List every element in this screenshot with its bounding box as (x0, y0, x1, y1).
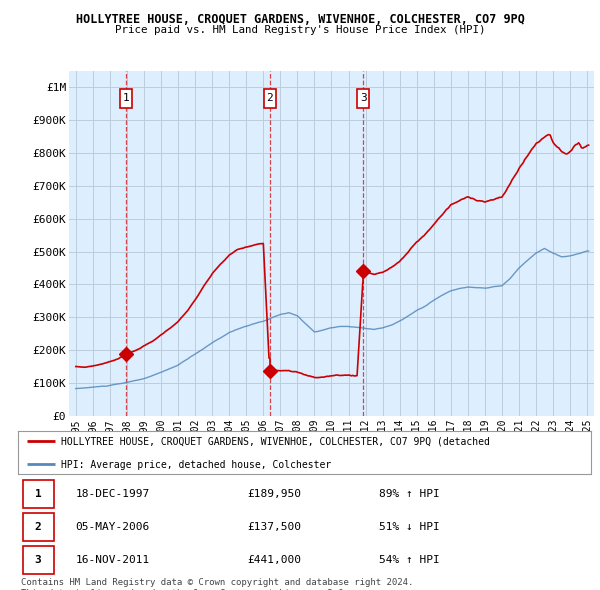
Text: 05-MAY-2006: 05-MAY-2006 (76, 522, 149, 532)
Text: 2: 2 (266, 93, 273, 103)
Text: 18-DEC-1997: 18-DEC-1997 (76, 489, 149, 499)
Text: 16-NOV-2011: 16-NOV-2011 (76, 555, 149, 565)
Text: 54% ↑ HPI: 54% ↑ HPI (379, 555, 440, 565)
Text: 3: 3 (35, 555, 41, 565)
Text: Price paid vs. HM Land Registry's House Price Index (HPI): Price paid vs. HM Land Registry's House … (115, 25, 485, 35)
Text: HOLLYTREE HOUSE, CROQUET GARDENS, WIVENHOE, COLCHESTER, CO7 9PQ (detached: HOLLYTREE HOUSE, CROQUET GARDENS, WIVENH… (61, 437, 490, 447)
FancyBboxPatch shape (23, 546, 54, 574)
Text: This data is licensed under the Open Government Licence v3.0.: This data is licensed under the Open Gov… (21, 589, 349, 590)
Text: 51% ↓ HPI: 51% ↓ HPI (379, 522, 440, 532)
FancyBboxPatch shape (121, 89, 132, 107)
Text: HPI: Average price, detached house, Colchester: HPI: Average price, detached house, Colc… (61, 460, 331, 470)
Text: £189,950: £189,950 (247, 489, 301, 499)
Text: 89% ↑ HPI: 89% ↑ HPI (379, 489, 440, 499)
Text: HOLLYTREE HOUSE, CROQUET GARDENS, WIVENHOE, COLCHESTER, CO7 9PQ: HOLLYTREE HOUSE, CROQUET GARDENS, WIVENH… (76, 13, 524, 26)
FancyBboxPatch shape (23, 480, 54, 508)
FancyBboxPatch shape (23, 513, 54, 541)
Text: 1: 1 (35, 489, 41, 499)
Text: Contains HM Land Registry data © Crown copyright and database right 2024.: Contains HM Land Registry data © Crown c… (21, 578, 413, 587)
Text: 2: 2 (35, 522, 41, 532)
Text: £137,500: £137,500 (247, 522, 301, 532)
FancyBboxPatch shape (358, 89, 370, 107)
Text: 3: 3 (360, 93, 367, 103)
Text: £441,000: £441,000 (247, 555, 301, 565)
FancyBboxPatch shape (263, 89, 275, 107)
Text: 1: 1 (123, 93, 130, 103)
